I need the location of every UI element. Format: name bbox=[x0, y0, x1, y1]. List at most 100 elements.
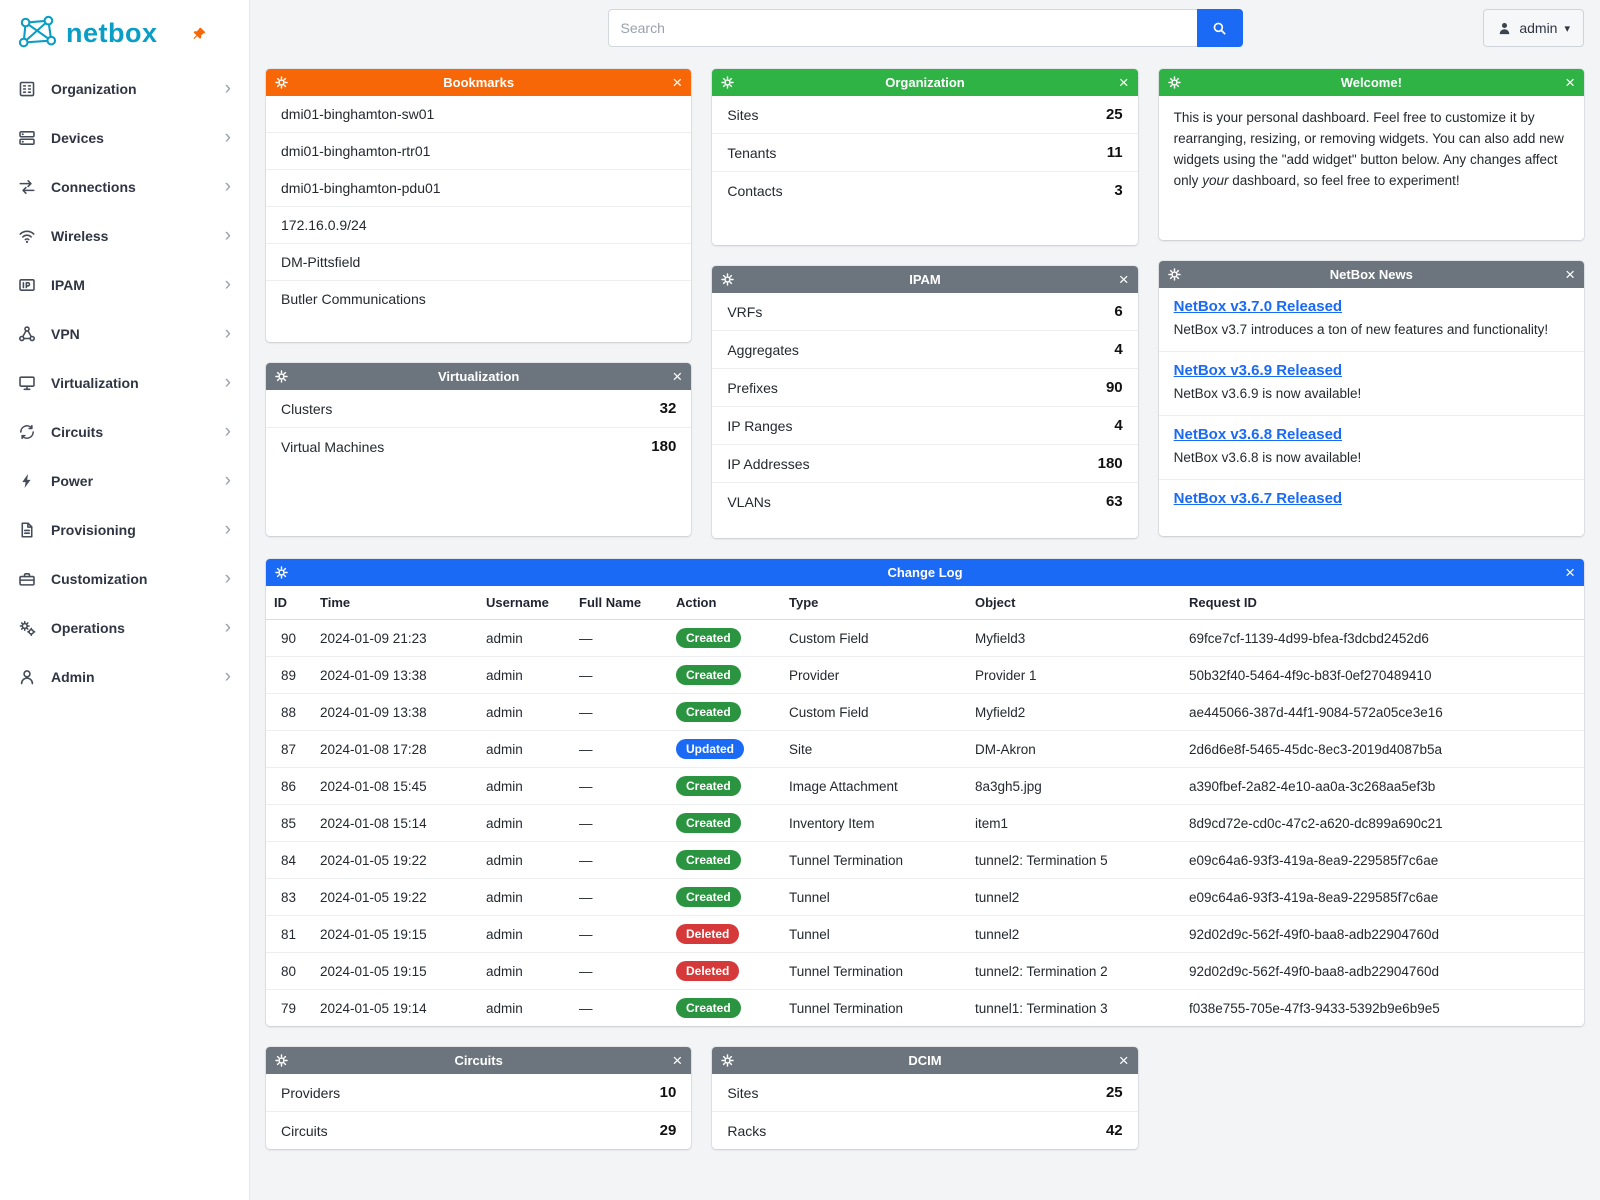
bookmark-item[interactable]: Butler Communications bbox=[281, 291, 426, 307]
changelog-time-link[interactable]: 2024-01-05 19:22 bbox=[312, 841, 478, 879]
sidebar-item[interactable]: Organization › bbox=[0, 64, 249, 113]
changelog-time-link[interactable]: 2024-01-05 19:15 bbox=[312, 952, 478, 990]
stat-value[interactable]: 4 bbox=[1114, 341, 1123, 358]
stat-label[interactable]: Sites bbox=[727, 1084, 759, 1101]
gear-icon[interactable] bbox=[721, 1054, 736, 1067]
close-icon[interactable]: × bbox=[672, 367, 683, 386]
changelog-request-link[interactable]: f038e755-705e-47f3-9433-5392b9e6b9e5 bbox=[1189, 1000, 1440, 1016]
gear-icon[interactable] bbox=[721, 76, 736, 89]
news-title-link[interactable]: NetBox v3.6.7 Released bbox=[1173, 489, 1343, 507]
news-title-link[interactable]: NetBox v3.6.9 Released bbox=[1173, 361, 1343, 379]
changelog-id-link[interactable]: 90 bbox=[266, 619, 312, 657]
changelog-id-link[interactable]: 87 bbox=[266, 730, 312, 768]
changelog-id-link[interactable]: 84 bbox=[266, 841, 312, 879]
close-icon[interactable]: × bbox=[1565, 73, 1575, 92]
changelog-request-link[interactable]: e09c64a6-93f3-419a-8ea9-229585f7c6ae bbox=[1181, 878, 1584, 916]
gear-icon[interactable] bbox=[275, 76, 290, 89]
user-menu-button[interactable]: admin ▾ bbox=[1483, 9, 1584, 47]
changelog-object[interactable]: item1 bbox=[967, 804, 1181, 842]
changelog-object[interactable]: tunnel2: Termination 5 bbox=[967, 841, 1181, 879]
stat-label[interactable]: VLANs bbox=[727, 493, 771, 510]
sidebar-item[interactable]: Devices › bbox=[0, 113, 249, 162]
stat-value[interactable]: 25 bbox=[1105, 106, 1123, 123]
sidebar-item[interactable]: Connections › bbox=[0, 162, 249, 211]
close-icon[interactable]: × bbox=[1565, 563, 1575, 582]
sidebar-item[interactable]: Power › bbox=[0, 456, 249, 505]
gear-icon[interactable] bbox=[721, 273, 736, 286]
gear-icon[interactable] bbox=[1167, 268, 1183, 281]
changelog-object[interactable]: Myfield3 bbox=[967, 619, 1181, 657]
close-icon[interactable]: × bbox=[672, 73, 683, 92]
changelog-object[interactable]: tunnel2: Termination 2 bbox=[967, 952, 1181, 990]
sidebar-item[interactable]: Operations › bbox=[0, 603, 249, 652]
stat-value[interactable]: 4 bbox=[1114, 417, 1123, 434]
close-icon[interactable]: × bbox=[1118, 1051, 1129, 1070]
stat-value[interactable]: 25 bbox=[1105, 1084, 1123, 1101]
changelog-time-link[interactable]: 2024-01-09 21:23 bbox=[312, 619, 478, 657]
netbox-logo-icon[interactable] bbox=[16, 14, 58, 52]
changelog-object[interactable]: tunnel2 bbox=[967, 915, 1181, 953]
close-icon[interactable]: × bbox=[1565, 265, 1575, 284]
stat-value[interactable]: 90 bbox=[1105, 379, 1123, 396]
changelog-id-link[interactable]: 86 bbox=[266, 767, 312, 805]
changelog-object[interactable]: 8a3gh5.jpg bbox=[967, 767, 1181, 805]
stat-value[interactable]: 10 bbox=[659, 1084, 677, 1101]
stat-label[interactable]: Prefixes bbox=[727, 379, 778, 396]
stat-value[interactable]: 42 bbox=[1105, 1122, 1123, 1139]
sidebar-item[interactable]: Virtualization › bbox=[0, 358, 249, 407]
changelog-request-link[interactable]: ae445066-387d-44f1-9084-572a05ce3e16 bbox=[1181, 693, 1584, 731]
changelog-object[interactable]: tunnel1: Termination 3 bbox=[975, 1000, 1108, 1016]
changelog-id-link[interactable]: 81 bbox=[266, 915, 312, 953]
close-icon[interactable]: × bbox=[1118, 270, 1129, 289]
stat-label[interactable]: Aggregates bbox=[727, 341, 799, 358]
changelog-time-link[interactable]: 2024-01-08 15:45 bbox=[312, 767, 478, 805]
changelog-object[interactable]: Provider 1 bbox=[967, 656, 1181, 694]
changelog-object[interactable]: tunnel2 bbox=[967, 878, 1181, 916]
stat-label[interactable]: Tenants bbox=[727, 144, 777, 161]
changelog-id-link[interactable]: 85 bbox=[266, 804, 312, 842]
bookmark-item[interactable]: dmi01-binghamton-sw01 bbox=[266, 96, 692, 133]
stat-label[interactable]: VRFs bbox=[727, 303, 763, 320]
news-title-link[interactable]: NetBox v3.6.8 Released bbox=[1173, 425, 1343, 443]
sidebar-item[interactable]: Provisioning › bbox=[0, 505, 249, 554]
changelog-time-link[interactable]: 2024-01-08 17:28 bbox=[312, 730, 478, 768]
stat-label[interactable]: Circuits bbox=[281, 1122, 328, 1139]
stat-value[interactable]: 180 bbox=[1097, 455, 1123, 472]
changelog-request-link[interactable]: 69fce7cf-1139-4d99-bfea-f3dcbd2452d6 bbox=[1181, 619, 1584, 657]
search-button[interactable] bbox=[1196, 9, 1243, 47]
brand-name[interactable]: netbox bbox=[66, 17, 158, 48]
gear-icon[interactable] bbox=[1167, 76, 1183, 89]
changelog-time-link[interactable]: 2024-01-09 13:38 bbox=[312, 656, 478, 694]
changelog-time-link[interactable]: 2024-01-05 19:22 bbox=[312, 878, 478, 916]
changelog-id-link[interactable]: 89 bbox=[266, 656, 312, 694]
changelog-request-link[interactable]: 92d02d9c-562f-49f0-baa8-adb22904760d bbox=[1181, 952, 1584, 990]
sidebar-item[interactable]: Circuits › bbox=[0, 407, 249, 456]
stat-value[interactable]: 32 bbox=[659, 400, 677, 417]
changelog-request-link[interactable]: a390fbef-2a82-4e10-aa0a-3c268aa5ef3b bbox=[1181, 767, 1584, 805]
stat-value[interactable]: 3 bbox=[1114, 182, 1123, 199]
news-title-link[interactable]: NetBox v3.7.0 Released bbox=[1173, 298, 1343, 315]
stat-label[interactable]: Contacts bbox=[727, 182, 783, 199]
sidebar-item[interactable]: VPN › bbox=[0, 309, 249, 358]
changelog-object[interactable]: Myfield2 bbox=[967, 693, 1181, 731]
search-input[interactable] bbox=[607, 9, 1197, 47]
gear-icon[interactable] bbox=[275, 566, 290, 579]
stat-label[interactable]: Providers bbox=[281, 1084, 341, 1101]
sidebar-item[interactable]: IPAM › bbox=[0, 260, 249, 309]
bookmark-item[interactable]: dmi01-binghamton-pdu01 bbox=[266, 170, 692, 207]
stat-label[interactable]: IP Ranges bbox=[727, 417, 793, 434]
stat-label[interactable]: Sites bbox=[727, 106, 759, 123]
sidebar-item[interactable]: Wireless › bbox=[0, 211, 249, 260]
changelog-request-link[interactable]: 8d9cd72e-cd0c-47c2-a620-dc899a690c21 bbox=[1181, 804, 1584, 842]
stat-value[interactable]: 180 bbox=[651, 438, 677, 455]
changelog-request-link[interactable]: 2d6d6e8f-5465-45dc-8ec3-2019d4087b5a bbox=[1181, 730, 1584, 768]
changelog-object[interactable]: DM-Akron bbox=[967, 730, 1181, 768]
bookmark-item[interactable]: DM-Pittsfield bbox=[266, 244, 692, 281]
changelog-id-link[interactable]: 79 bbox=[281, 1000, 297, 1016]
changelog-time-link[interactable]: 2024-01-09 13:38 bbox=[312, 693, 478, 731]
bookmark-item[interactable]: dmi01-binghamton-rtr01 bbox=[266, 133, 692, 170]
changelog-time-link[interactable]: 2024-01-08 15:14 bbox=[312, 804, 478, 842]
stat-value[interactable]: 6 bbox=[1114, 303, 1123, 320]
sidebar-item[interactable]: Admin › bbox=[0, 652, 249, 701]
changelog-time-link[interactable]: 2024-01-05 19:15 bbox=[312, 915, 478, 953]
